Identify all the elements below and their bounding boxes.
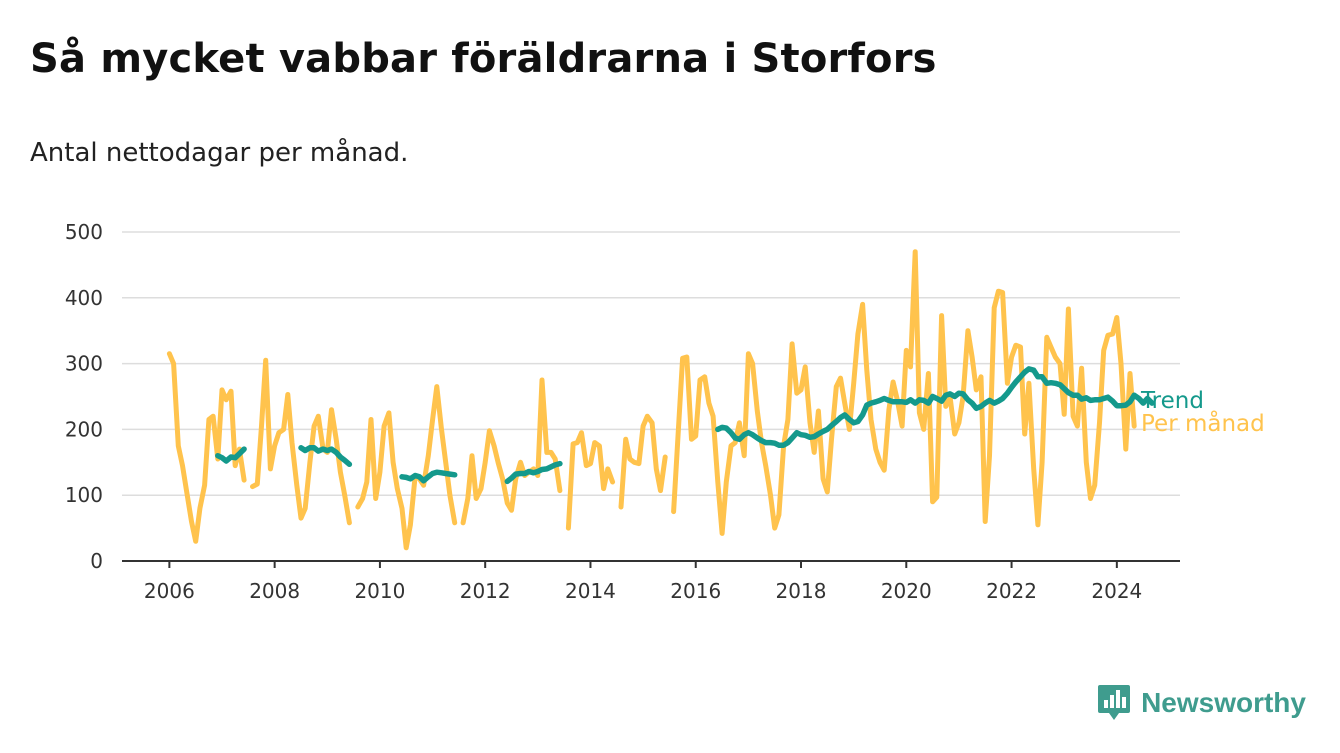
y-tick-label: 400 — [65, 286, 103, 310]
newsworthy-logo-icon — [1098, 685, 1131, 720]
y-tick-label: 200 — [65, 417, 103, 441]
series-line — [618, 413, 668, 510]
x-tick-label: 2024 — [1091, 579, 1142, 603]
series-trend — [215, 366, 1155, 485]
x-tick-label: 2014 — [565, 579, 616, 603]
y-tick-label: 300 — [65, 352, 103, 376]
series-line — [355, 384, 458, 551]
series-line — [399, 469, 458, 484]
series-label-per-manad: Per månad — [1141, 409, 1265, 437]
series-per-manad — [166, 249, 1137, 551]
series-line — [504, 460, 563, 485]
series-label-trend: Trend — [1140, 388, 1204, 414]
series-line — [250, 357, 352, 526]
x-tick-label: 2006 — [144, 579, 195, 603]
x-tick-label: 2012 — [460, 579, 511, 603]
chart-title: Så mycket vabbar föräldrarna i Storfors — [30, 36, 937, 82]
series-line — [298, 445, 353, 468]
series-line — [460, 377, 563, 526]
x-axis: 2006 2008 2010 2012 2014 2016 2018 2020 2022 2024 — [122, 560, 1180, 603]
series-lines — [166, 249, 1155, 551]
x-tick-label: 2010 — [354, 579, 405, 603]
series-line — [671, 249, 1137, 536]
series-line — [215, 446, 247, 464]
brand: Newsworthy — [1097, 683, 1306, 723]
x-tick-label: 2008 — [249, 579, 300, 603]
y-tick-label: 500 — [65, 220, 103, 244]
x-tick-label: 2020 — [881, 579, 932, 603]
chart-subtitle: Antal nettodagar per månad. — [30, 138, 409, 168]
x-tick-label: 2018 — [776, 579, 827, 603]
line-chart: 0 100 200 300 400 500 2006 2008 2010 2012 2014 201… — [65, 220, 1265, 603]
series-line — [565, 430, 616, 531]
gridlines: 0 100 200 300 400 500 — [65, 220, 1180, 573]
x-tick-label: 2022 — [986, 579, 1037, 603]
series-line — [166, 351, 247, 544]
y-tick-label: 100 — [65, 483, 103, 507]
brand-name: Newsworthy — [1141, 687, 1306, 718]
series-line — [715, 366, 1155, 448]
x-tick-label: 2016 — [670, 579, 721, 603]
y-tick-label: 0 — [90, 549, 103, 573]
